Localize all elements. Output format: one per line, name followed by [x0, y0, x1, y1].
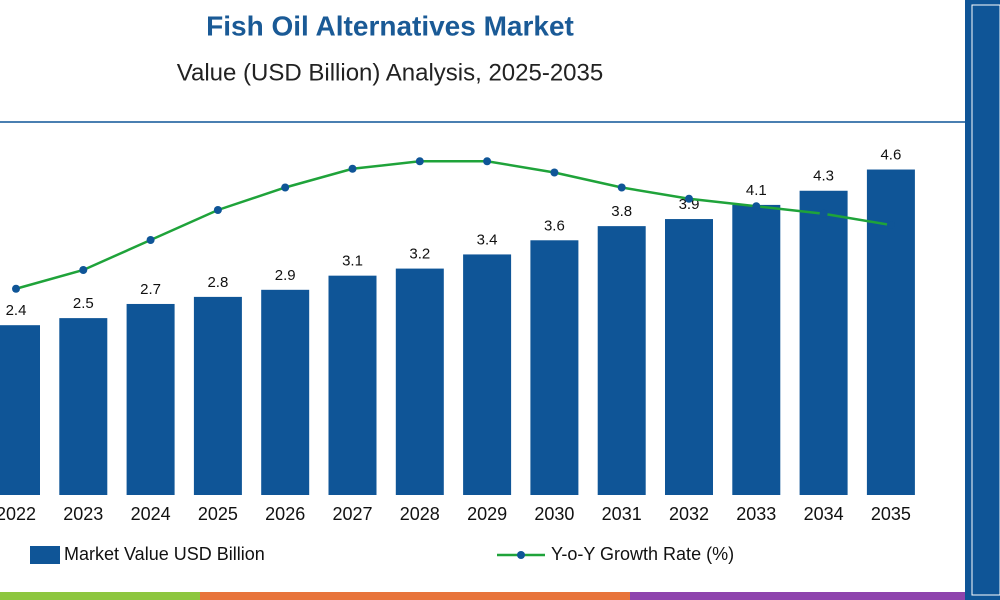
line-marker [79, 266, 88, 274]
x-tick-label: 2029 [467, 504, 507, 524]
side-panel [965, 0, 1000, 600]
x-tick-label: 2025 [198, 504, 238, 524]
x-tick-label: 2033 [736, 504, 776, 524]
x-tick-label: 2028 [400, 504, 440, 524]
x-tick-label: 2024 [131, 504, 171, 524]
data-label: 4.3 [813, 168, 834, 185]
footer-strip [200, 592, 630, 600]
footer-strip [630, 592, 965, 600]
x-tick-label: 2032 [669, 504, 709, 524]
line-marker [12, 284, 20, 293]
legend-swatch [30, 546, 60, 564]
x-tick-label: 2023 [63, 504, 103, 524]
line-marker [281, 183, 290, 192]
line-marker [752, 202, 761, 211]
data-label: 4.1 [746, 182, 767, 199]
x-tick-label: 2034 [804, 504, 844, 524]
x-tick-label: 2022 [0, 504, 36, 524]
legend-swatch [517, 551, 525, 559]
x-tick-label: 2031 [602, 504, 642, 524]
line-marker [348, 164, 357, 173]
bar [328, 275, 377, 495]
data-label: 2.8 [207, 274, 228, 291]
legend-label: Y-o-Y Growth Rate (%) [551, 544, 734, 564]
bar [59, 318, 108, 495]
footer-strip [0, 592, 200, 600]
data-label: 3.2 [409, 246, 430, 263]
line-marker [213, 206, 222, 214]
bar [799, 190, 848, 496]
bar [732, 204, 781, 496]
line-marker [550, 168, 559, 177]
chart-title: Fish Oil Alternatives Market [206, 10, 574, 41]
bar [126, 303, 175, 495]
data-label: 2.5 [73, 295, 94, 312]
line-marker [617, 183, 626, 192]
line [15, 160, 892, 290]
x-tick-label: 2027 [332, 504, 372, 524]
bar [0, 325, 40, 495]
line-marker [685, 194, 693, 203]
data-label: 4.6 [880, 146, 901, 163]
x-tick-label: 2035 [871, 504, 911, 524]
bar [665, 219, 713, 495]
bar [261, 289, 310, 495]
data-label: 3.8 [611, 203, 632, 220]
bar [530, 240, 579, 495]
data-label: 2.9 [275, 267, 296, 284]
legend-label: Market Value USD Billion [64, 544, 265, 564]
bar [193, 296, 242, 495]
line-marker [146, 236, 155, 244]
bar [597, 226, 646, 495]
data-label: 3.6 [544, 217, 565, 234]
x-tick-label: 2026 [265, 504, 305, 524]
side-panel-frame [971, 4, 1000, 596]
data-label: 3.1 [342, 253, 363, 270]
line-marker [886, 221, 895, 229]
data-label: 2.7 [140, 281, 161, 298]
bar [395, 268, 444, 495]
x-tick-label: 2030 [534, 504, 574, 524]
line-marker [415, 157, 424, 166]
data-label: 2.4 [6, 302, 27, 319]
data-label: 3.4 [477, 231, 498, 248]
line-marker [483, 157, 492, 166]
line-marker [819, 209, 828, 218]
chart-subtitle: Value (USD Billion) Analysis, 2025-2035 [177, 59, 603, 86]
bar [866, 169, 915, 495]
bar [463, 254, 512, 495]
